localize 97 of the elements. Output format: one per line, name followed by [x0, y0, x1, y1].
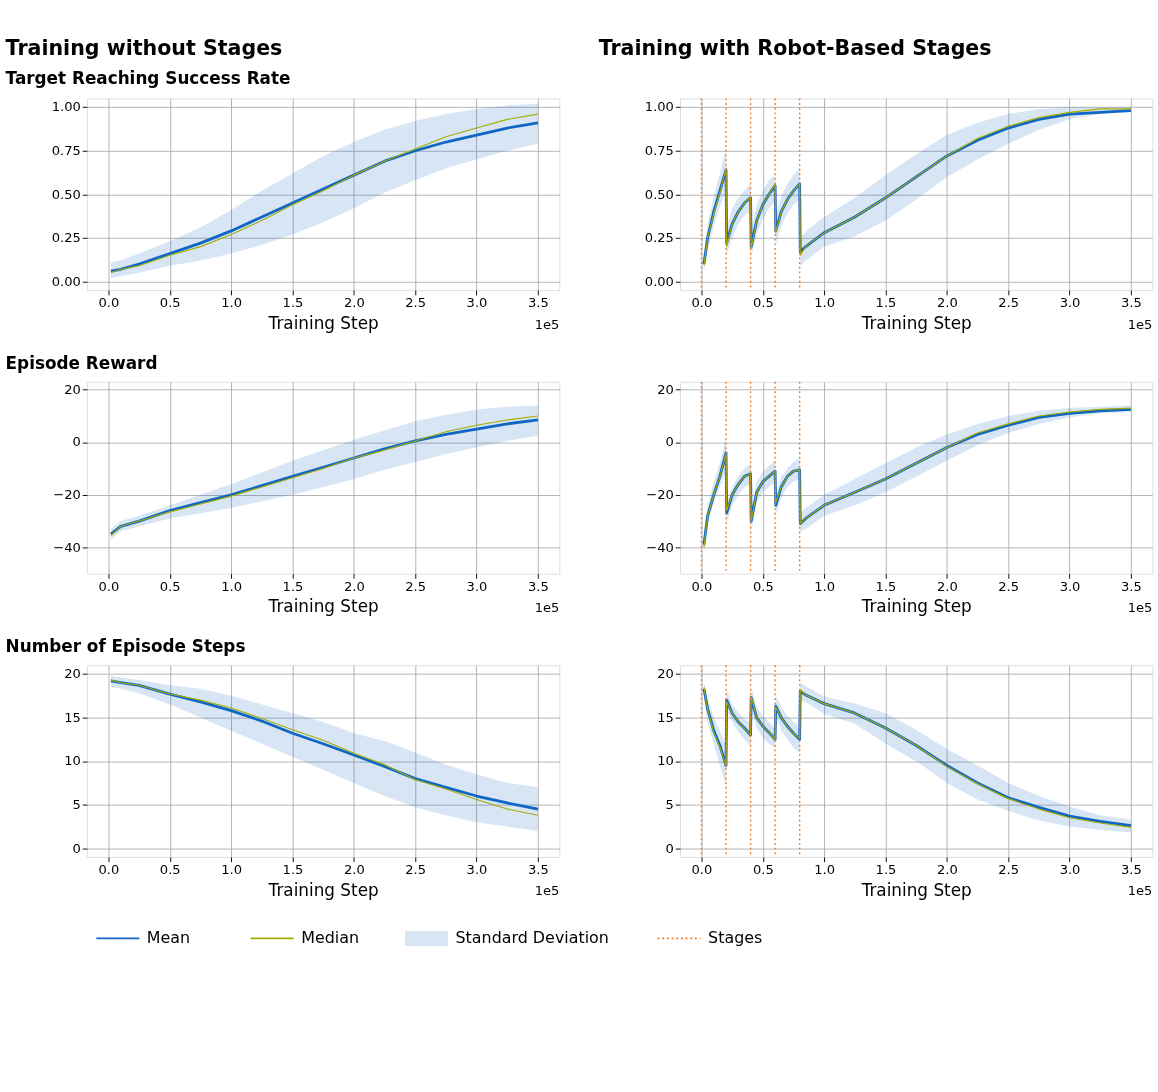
x-tick-label: 1.5 — [282, 862, 304, 878]
x-tick-label: 0.0 — [691, 862, 713, 878]
x-tick-label: 3.5 — [527, 578, 549, 594]
y-tick-label: 20 — [64, 666, 81, 682]
x-tick-label: 2.0 — [936, 295, 958, 311]
x-axis-title: Training Step — [860, 879, 972, 900]
x-tick-label: 3.0 — [466, 862, 488, 878]
x-tick-label: 2.5 — [998, 578, 1020, 594]
y-tick-label: 0 — [665, 434, 674, 450]
y-tick-label: 15 — [64, 709, 81, 725]
x-tick-label: 2.5 — [405, 862, 427, 878]
x-tick-label: 1.0 — [221, 862, 243, 878]
x-tick-label: 1.0 — [814, 862, 836, 878]
x-tick-label: 0.5 — [159, 578, 181, 594]
x-tick-label: 3.5 — [527, 295, 549, 311]
chart-subtitle: Target Reaching Success Rate — [5, 68, 291, 89]
x-tick-label: 0.5 — [159, 295, 181, 311]
x-tick-label: 3.0 — [1059, 578, 1081, 594]
y-tick-label: 10 — [64, 753, 81, 769]
y-tick-label: 1.00 — [51, 99, 81, 115]
y-tick-label: −40 — [646, 539, 674, 555]
text: 1e5 — [1127, 316, 1153, 332]
x-tick-label: 1.5 — [875, 578, 897, 594]
x-tick-label: 0.0 — [691, 295, 713, 311]
x-tick-label: 1.5 — [875, 862, 897, 878]
x-tick-label: 2.0 — [343, 578, 365, 594]
y-tick-label: −20 — [53, 487, 81, 503]
y-tick-label: 0.50 — [51, 186, 81, 202]
x-tick-label: 3.0 — [1059, 295, 1081, 311]
x-tick-label: 0.5 — [752, 295, 774, 311]
y-tick-label: 0 — [665, 840, 674, 856]
x-tick-label: 2.5 — [405, 578, 427, 594]
x-tick-label: 2.0 — [343, 862, 365, 878]
x-tick-label: 1.0 — [814, 295, 836, 311]
y-tick-label: −20 — [646, 487, 674, 503]
x-tick-label: 2.0 — [936, 862, 958, 878]
x-tick-label: 2.5 — [998, 862, 1020, 878]
chart-title: Episode Reward — [5, 352, 158, 373]
x-axis-title: Training Step — [267, 879, 379, 900]
x-tick-label: 3.0 — [466, 578, 488, 594]
y-tick-label: 0 — [72, 434, 81, 450]
y-tick-label: 10 — [657, 753, 674, 769]
y-tick-label: 0.75 — [51, 142, 81, 158]
x-tick-label: 0.5 — [752, 578, 774, 594]
x-tick-label: 1.5 — [282, 295, 304, 311]
x-tick-label: 3.5 — [527, 862, 549, 878]
y-tick-label: 0 — [72, 840, 81, 856]
y-tick-label: 5 — [72, 796, 81, 812]
x-tick-label: 2.5 — [998, 295, 1020, 311]
chart-title: Training with Robot-Based Stages — [598, 35, 992, 60]
y-tick-label: 20 — [64, 381, 81, 397]
x-tick-label: 3.5 — [1120, 862, 1142, 878]
x-tick-label: 3.5 — [1120, 295, 1142, 311]
x-tick-label: 0.0 — [691, 578, 713, 594]
x-tick-label: 3.0 — [1059, 862, 1081, 878]
x-tick-label: 0.0 — [98, 578, 120, 594]
y-tick-label: 1.00 — [644, 99, 674, 115]
legend-label: Median — [301, 928, 359, 948]
x-tick-label: 3.5 — [1120, 578, 1142, 594]
chart-title: Number of Episode Steps — [5, 636, 246, 657]
text: 1e5 — [1127, 599, 1153, 615]
x-tick-label: 2.0 — [343, 295, 365, 311]
text: Standard Deviation — [455, 928, 609, 948]
x-tick-label: 0.5 — [159, 862, 181, 878]
x-axis-title: Training Step — [860, 596, 972, 617]
x-tick-label: 0.0 — [98, 295, 120, 311]
x-axis-title: Training Step — [267, 596, 379, 617]
y-tick-label: 0.25 — [644, 230, 674, 246]
text: 1e5 — [534, 883, 560, 899]
legend-label: Mean — [146, 928, 191, 948]
x-tick-label: 0.5 — [752, 862, 774, 878]
x-tick-label: 1.0 — [814, 578, 836, 594]
y-tick-label: 0.75 — [644, 142, 674, 158]
y-tick-label: 0.50 — [644, 186, 674, 202]
x-tick-label: 3.0 — [466, 295, 488, 311]
x-tick-label: 1.0 — [221, 578, 243, 594]
y-tick-label: 20 — [657, 666, 674, 682]
x-tick-label: 1.5 — [875, 295, 897, 311]
y-tick-label: 5 — [665, 796, 674, 812]
y-tick-label: 20 — [657, 381, 674, 397]
y-tick-label: 0.25 — [51, 230, 81, 246]
x-axis-title: Training Step — [860, 313, 972, 333]
x-tick-label: 2.0 — [936, 578, 958, 594]
y-tick-label: 0.00 — [51, 273, 81, 289]
chart-title: Training without Stages — [5, 36, 283, 61]
x-axis-title: Training Step — [267, 313, 379, 333]
x-tick-label: 2.5 — [405, 295, 427, 311]
y-tick-label: 15 — [657, 709, 674, 725]
y-tick-label: −40 — [53, 539, 81, 555]
x-tick-label: 0.0 — [98, 862, 120, 878]
x-tick-label: 1.5 — [282, 578, 304, 594]
y-tick-label: 0.00 — [644, 273, 674, 289]
text: 1e5 — [534, 599, 560, 615]
legend-label: Stages — [708, 928, 763, 948]
x-tick-label: 1.0 — [221, 295, 243, 311]
text: 1e5 — [534, 316, 560, 332]
text: 1e5 — [1127, 883, 1153, 899]
